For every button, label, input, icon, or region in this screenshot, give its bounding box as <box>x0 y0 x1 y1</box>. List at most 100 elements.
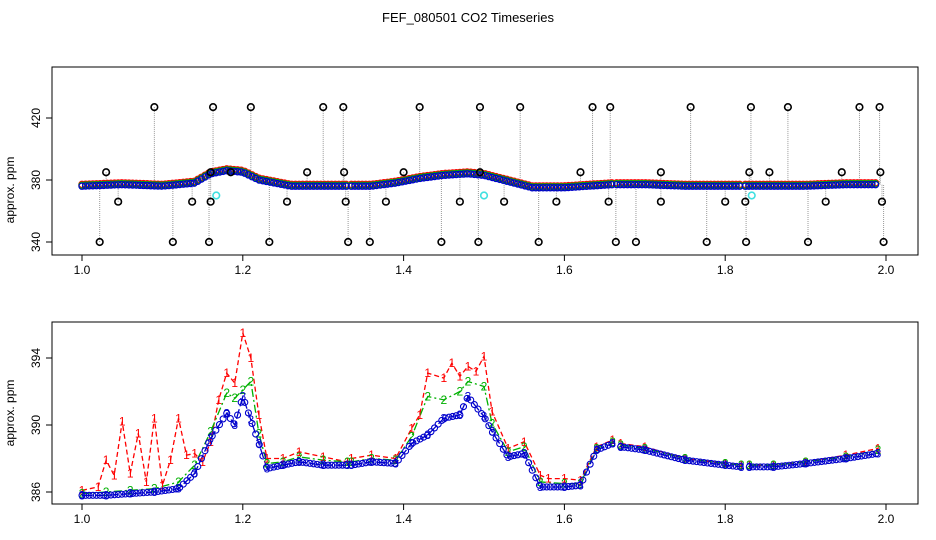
top-series-3-point <box>532 184 540 192</box>
top-series-3-point <box>828 181 836 189</box>
bottom-baseline-point <box>753 463 761 471</box>
top-outlier-point <box>552 197 561 206</box>
bottom-baseline-point <box>143 488 151 497</box>
top-series-3-point <box>248 173 256 181</box>
bottom-baseline-point <box>255 441 263 449</box>
bottom-baseline-point <box>732 462 741 470</box>
bottom-baseline-point <box>696 458 704 466</box>
top-series-3-point <box>284 181 292 190</box>
top-series-3-point <box>244 171 253 179</box>
top-series-3-point <box>150 182 159 190</box>
top-outlier-point <box>588 103 597 112</box>
bottom-series-3-point: 3 <box>457 408 464 422</box>
bottom-series-1-point: 1 <box>348 452 355 466</box>
bottom-baseline-point <box>575 481 583 489</box>
bottom-baseline-point <box>302 459 310 467</box>
bottom-baseline-point <box>158 487 166 495</box>
top-series-3-point <box>707 182 715 190</box>
bottom-baseline-point <box>532 474 540 482</box>
bottom-baseline-point <box>362 459 370 467</box>
bottom-series-1-point: 1 <box>167 453 174 467</box>
bottom-baseline-point <box>402 447 410 455</box>
bottom-baseline-point <box>121 490 129 498</box>
top-series-3-point <box>597 181 605 190</box>
bottom-y-tick-label: 386 <box>29 482 43 502</box>
bottom-baseline-point <box>510 452 518 460</box>
top-series-3-point <box>681 182 690 190</box>
top-series-3-point <box>215 168 224 176</box>
top-series-3-point <box>524 183 533 191</box>
top-series-3-point <box>741 182 750 190</box>
bottom-series-1-point: 1 <box>223 366 230 380</box>
top-series-3-point <box>495 175 504 184</box>
bottom-baseline-point <box>416 435 424 443</box>
top-series-3-point <box>165 181 173 190</box>
bottom-baseline-point <box>154 487 162 496</box>
bottom-baseline-point <box>850 453 858 461</box>
top-series-3-point <box>190 179 198 187</box>
top-series-3-point <box>678 182 686 190</box>
top-outlier-point <box>206 197 215 206</box>
bottom-y-tick-label: 390 <box>29 415 43 435</box>
bottom-baseline-point <box>718 461 726 469</box>
bottom-baseline-point <box>331 461 339 469</box>
bottom-baseline-point <box>828 456 837 464</box>
bottom-baseline-point <box>82 491 90 499</box>
bottom-series-1-point: 1 <box>111 468 118 482</box>
bottom-baseline-point <box>760 463 768 471</box>
bottom-baseline-point <box>338 461 347 469</box>
bottom-series-1-point: 1 <box>95 480 102 494</box>
top-x-tick-label: 1.0 <box>74 263 91 277</box>
bottom-baseline-point <box>310 460 318 468</box>
bottom-series-1-point: 1 <box>440 371 447 385</box>
top-outlier-point <box>365 237 374 247</box>
top-series-3-point <box>846 180 854 189</box>
bottom-series-1-point: 1 <box>159 478 166 492</box>
bottom-baseline-point <box>456 411 464 419</box>
top-series-3-point <box>280 181 289 189</box>
bottom-baseline-point <box>807 459 815 467</box>
bottom-series-3-point: 3 <box>802 457 809 471</box>
top-series-3-point <box>103 181 112 189</box>
bottom-baseline-point <box>441 414 449 422</box>
bottom-series-1-point: 1 <box>521 435 528 449</box>
top-outlier-point <box>208 103 218 112</box>
bottom-baseline-point <box>682 456 690 464</box>
bottom-baseline-point <box>481 415 489 423</box>
top-series-3-point <box>561 184 569 192</box>
bottom-baseline-point <box>423 431 431 439</box>
bottom-baseline-point <box>405 442 413 450</box>
top-series-3-point <box>324 182 332 190</box>
top-series-3-point <box>354 182 363 190</box>
bottom-series-1-point: 1 <box>127 467 134 481</box>
bottom-baseline-point <box>593 446 601 454</box>
bottom-baseline-point <box>194 462 202 471</box>
top-series-3-point <box>273 179 282 188</box>
bottom-series-2-point: 2 <box>247 374 254 388</box>
top-outlier-point <box>534 237 543 247</box>
top-series-3-point <box>351 182 359 190</box>
top-series-3-point <box>857 180 865 189</box>
bottom-baseline-point <box>197 455 205 463</box>
bottom-series-1-point: 1 <box>264 452 271 466</box>
top-series-3-point <box>118 180 126 189</box>
bottom-series-2-point: 2 <box>465 374 472 388</box>
bottom-baseline-point <box>190 470 198 478</box>
bottom-series-3-point: 3 <box>392 457 399 471</box>
top-series-3-point <box>586 182 594 190</box>
bottom-baseline-point <box>205 439 213 447</box>
bottom-series-2-point: 2 <box>408 430 415 444</box>
bottom-baseline-point <box>796 460 804 468</box>
top-series-3-point <box>121 181 130 189</box>
bottom-x-tick-label: 1.2 <box>234 512 251 526</box>
top-series-3-point <box>175 180 184 189</box>
top-series-3-point <box>652 181 661 189</box>
top-series-3-point <box>699 182 708 190</box>
bottom-baseline-point <box>646 447 654 455</box>
top-series-3-point <box>85 182 93 190</box>
bottom-baseline-point <box>521 451 529 459</box>
top-series-3-point <box>441 171 450 179</box>
bottom-baseline-point <box>139 489 148 497</box>
bottom-series-3-line <box>749 452 879 468</box>
